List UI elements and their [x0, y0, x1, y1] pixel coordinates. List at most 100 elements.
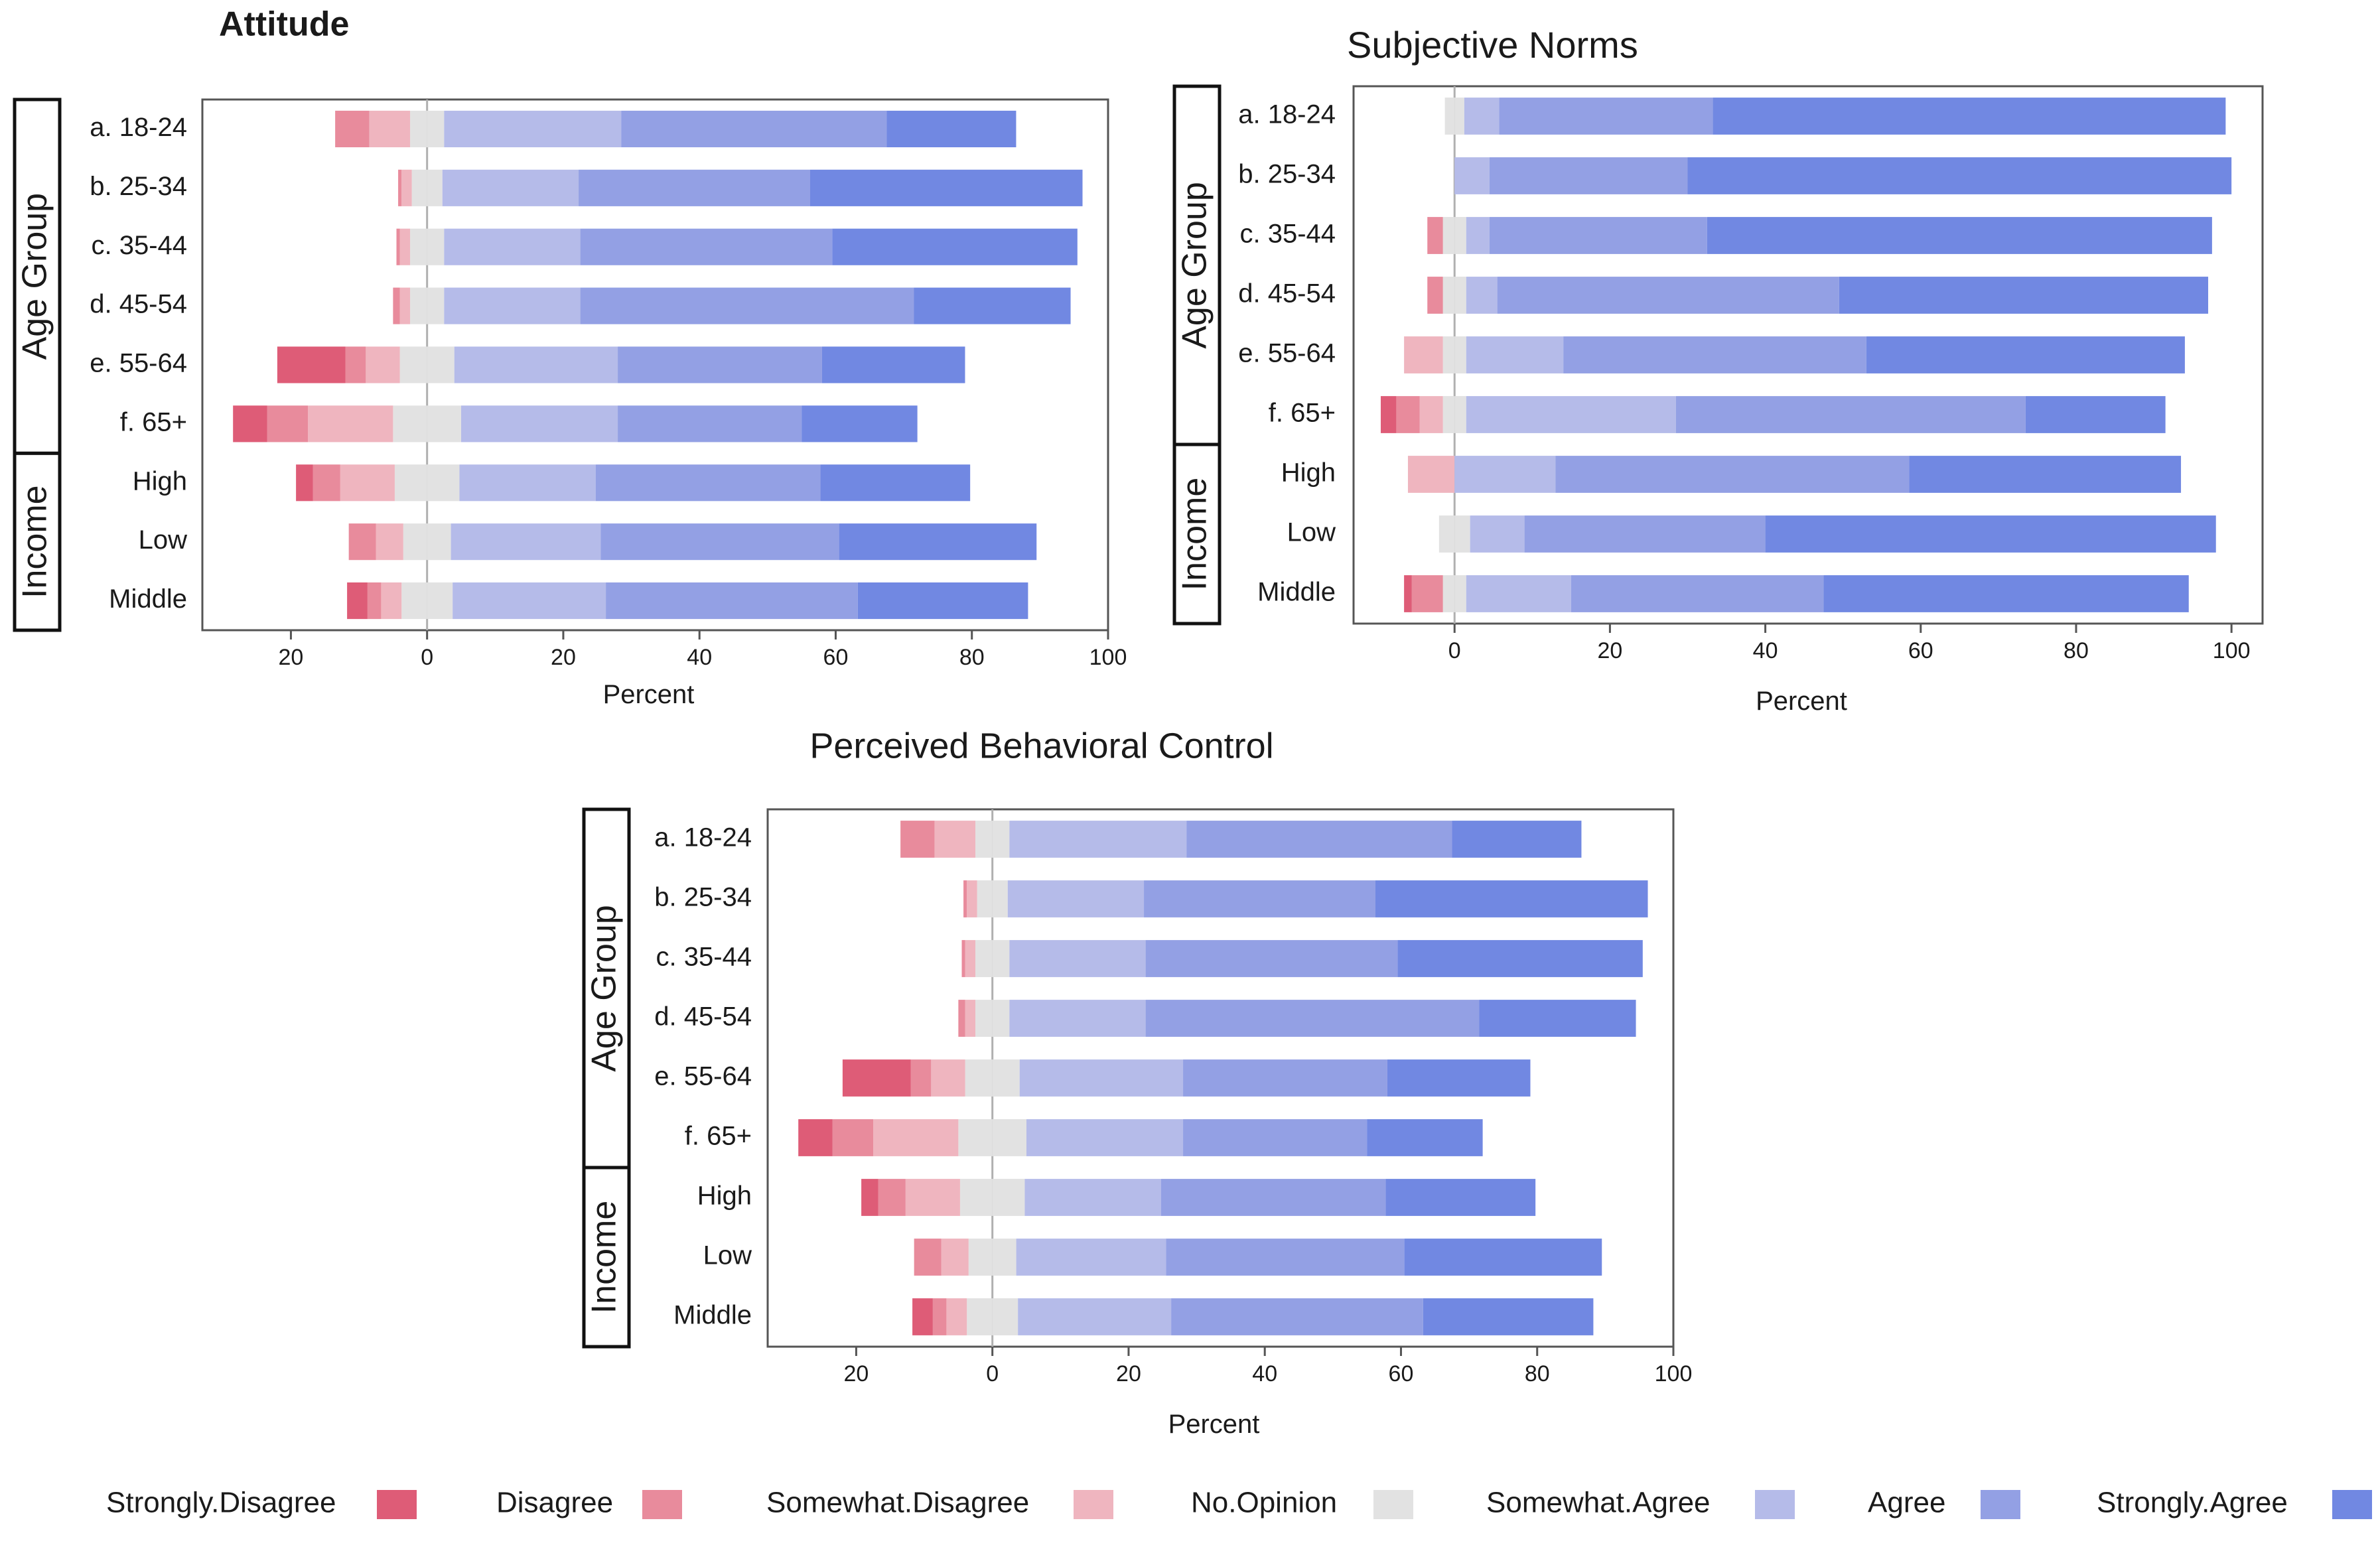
bar-segment-strongly-agree: [1707, 217, 2212, 254]
bar-segment-strongly-agree: [1367, 1119, 1483, 1156]
bar-segment-no-opinion: [427, 287, 445, 324]
legend: Strongly.Disagree Disagree Somewhat.Disagr…: [106, 1487, 2372, 1519]
bar-segment-somewhat-disagree: [340, 464, 395, 502]
bar-segment-strongly-agree: [1404, 1239, 1602, 1276]
bar-segment-strongly-agree: [1866, 336, 2185, 373]
chart-0: Attitude a. 18-24 b. 25-34 c. 35-44 d. 45-54…: [13, 5, 1127, 709]
bar-segment-somewhat-agree: [1466, 277, 1498, 314]
bar-segment-no-opinion: [1454, 396, 1466, 433]
legend-swatch: [1373, 1490, 1413, 1519]
bar-segment-no-opinion: [975, 940, 993, 977]
bar-segment-somewhat-agree: [1466, 217, 1490, 254]
legend-label: Agree: [1868, 1487, 1945, 1519]
category-label: e. 55-64: [654, 1062, 752, 1091]
bar-segment-disagree: [958, 1000, 965, 1037]
bar-segment-agree: [595, 464, 821, 502]
bar-segment-no-opinion: [410, 110, 427, 147]
bar-segment-strongly-disagree: [233, 405, 267, 442]
category-label: c. 35-44: [656, 943, 752, 972]
bar-segment-somewhat-disagree: [401, 169, 412, 206]
x-axis-label: Percent: [1756, 687, 1847, 716]
bar-segment-strongly-agree: [802, 405, 918, 442]
bar-segment-somewhat-disagree: [376, 523, 403, 561]
bar-segment-agree: [606, 582, 858, 620]
bar-segment-strongly-agree: [886, 110, 1016, 147]
bar-segment-somewhat-disagree: [1419, 396, 1443, 433]
group-label: Age Group: [16, 193, 54, 360]
bar-segment-no-opinion: [411, 169, 427, 206]
bar-segment-strongly-disagree: [1404, 575, 1412, 612]
category-label: c. 35-44: [1239, 220, 1336, 249]
bar-segment-disagree: [1427, 217, 1443, 254]
bar-segment-no-opinion: [427, 228, 445, 265]
x-tick-label: 40: [687, 645, 712, 670]
category-label: d. 45-54: [90, 290, 187, 319]
category-label: High: [133, 466, 187, 496]
bar-segment-somewhat-agree: [459, 464, 596, 502]
bar-segment-agree: [1171, 1298, 1423, 1335]
bar-segment-disagree: [900, 821, 935, 858]
bar-segment-somewhat-disagree: [308, 405, 393, 442]
bar-segment-agree: [580, 287, 914, 324]
bar-segment-agree: [1145, 940, 1398, 977]
bar-segment-somewhat-disagree: [941, 1239, 969, 1276]
bar-segment-no-opinion: [992, 880, 1008, 917]
bar-segment-no-opinion: [958, 1119, 993, 1156]
plot-frame: [1352, 85, 2264, 625]
legend-label: Strongly.Disagree: [106, 1487, 336, 1519]
bar-segment-no-opinion: [1454, 336, 1466, 373]
bar-segment-no-opinion: [427, 523, 451, 561]
bar-segment-no-opinion: [992, 1000, 1010, 1037]
bar-segment-no-opinion: [427, 464, 460, 502]
bar-segment-somewhat-disagree: [965, 1000, 976, 1037]
x-tick-label: 20: [844, 1361, 869, 1386]
plot-frame: [766, 808, 1675, 1348]
bar-segment-disagree: [832, 1119, 874, 1156]
bar-segment-no-opinion: [427, 405, 461, 442]
chart-title: Perceived Behavioral Control: [809, 726, 1273, 766]
bar-segment-agree: [580, 228, 833, 265]
group-label: Age Group: [585, 905, 624, 1072]
bar-segment-strongly-agree: [1909, 456, 2182, 493]
bar-segment-agree: [1183, 1059, 1387, 1097]
bar-segment-agree: [1497, 277, 1839, 314]
group-box: [13, 98, 62, 455]
bar-segment-agree: [1144, 880, 1375, 917]
bar-segment-agree: [1183, 1119, 1367, 1156]
category-label: b. 25-34: [1238, 160, 1336, 189]
bar-segment-strongly-agree: [1375, 880, 1648, 917]
category-label: Low: [703, 1241, 752, 1270]
bar-segment-no-opinion: [992, 1298, 1018, 1335]
bar-segment-strongly-agree: [1397, 940, 1643, 977]
bar-segment-strongly-agree: [1839, 277, 2209, 314]
legend-swatch: [642, 1490, 682, 1519]
category-label: b. 25-34: [654, 883, 752, 912]
chart-title: Attitude: [219, 5, 349, 44]
bar-segment-somewhat-agree: [1470, 515, 1525, 553]
x-axis-label: Percent: [1168, 1410, 1260, 1439]
bar-segment-no-opinion: [1442, 396, 1455, 433]
bar-segment-strongly-agree: [1387, 1059, 1531, 1097]
bar-segment-no-opinion: [977, 880, 993, 917]
group-label: Income: [585, 1201, 624, 1314]
legend-label: Disagree: [496, 1487, 613, 1519]
bar-segment-no-opinion: [992, 1059, 1020, 1097]
bar-segment-somewhat-agree: [444, 110, 622, 147]
bar-segment-disagree: [878, 1179, 906, 1216]
bar-segment-somewhat-disagree: [905, 1179, 960, 1216]
category-label: a. 18-24: [1238, 100, 1336, 129]
category-label: High: [697, 1181, 752, 1211]
bar-segment-somewhat-disagree: [381, 582, 402, 620]
bar-segment-strongly-agree: [1479, 1000, 1636, 1037]
x-tick-label: 60: [823, 645, 849, 670]
bar-segment-no-opinion: [992, 940, 1010, 977]
category-label: d. 45-54: [1238, 279, 1336, 308]
group-box: [1172, 442, 1222, 626]
x-tick-label: 100: [1089, 645, 1127, 670]
bar-segment-strongly-agree: [914, 287, 1071, 324]
bar-segment-disagree: [267, 405, 309, 442]
bar-segment-no-opinion: [992, 821, 1010, 858]
bar-segment-no-opinion: [427, 346, 455, 383]
x-tick-label: 20: [1116, 1361, 1141, 1386]
